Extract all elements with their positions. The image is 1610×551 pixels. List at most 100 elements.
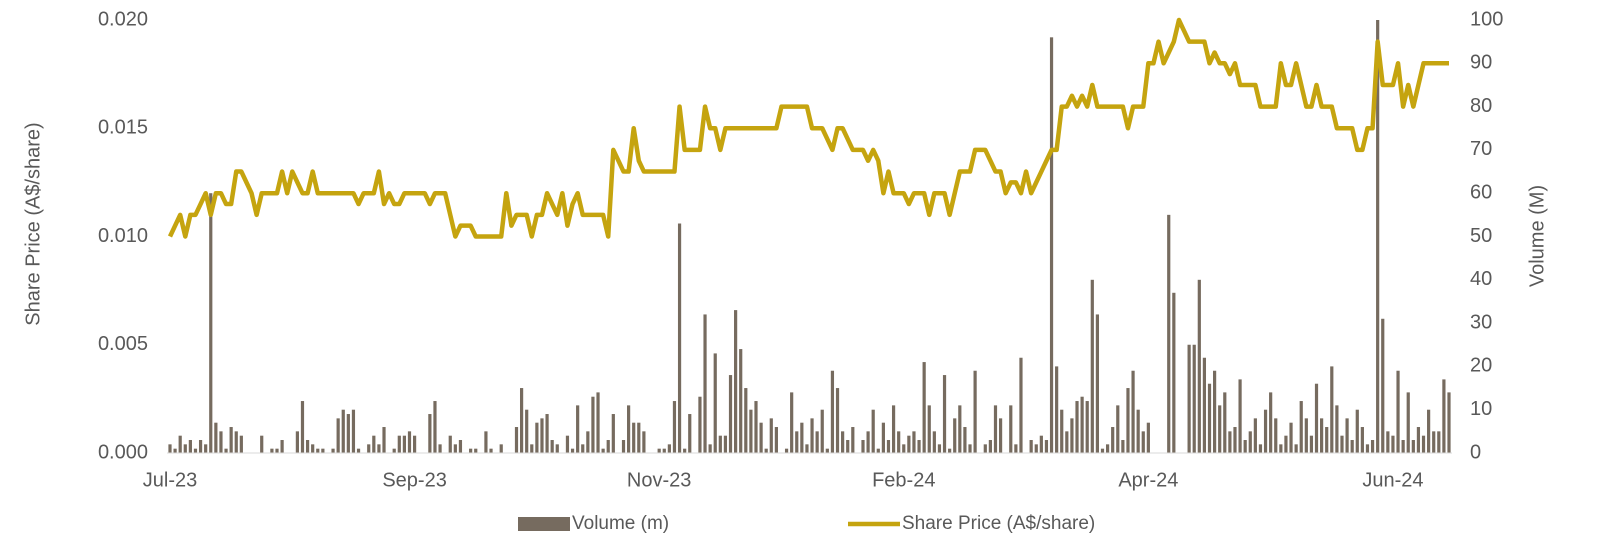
y2-tick-label: 70	[1470, 138, 1492, 160]
volume-bar	[173, 448, 177, 453]
volume-bar	[1146, 422, 1150, 453]
volume-bar	[1350, 440, 1354, 453]
volume-bar	[820, 409, 824, 453]
volume-bar	[183, 444, 187, 453]
volume-bar	[703, 314, 707, 453]
volume-bar	[810, 418, 814, 453]
volume-bar	[851, 427, 855, 453]
volume-bar	[1070, 418, 1074, 453]
volume-bar	[1065, 431, 1069, 453]
volume-bar	[769, 418, 773, 453]
volume-bar	[489, 448, 493, 453]
volume-bar	[1294, 444, 1298, 453]
volume-bar	[815, 431, 819, 453]
volume-bar	[596, 392, 600, 453]
volume-bar	[1411, 440, 1415, 453]
volume-bar	[683, 448, 687, 453]
volume-bar	[876, 448, 880, 453]
volume-bar	[912, 431, 916, 453]
volume-bar	[672, 401, 677, 453]
volume-bar	[627, 405, 631, 453]
volume-bar	[744, 388, 748, 453]
volume-bar	[1029, 440, 1033, 453]
y2-tick-label: 80	[1470, 95, 1492, 117]
volume-bar	[795, 431, 799, 453]
volume-bar	[1416, 427, 1421, 453]
volume-bar	[1131, 370, 1135, 453]
volume-bar	[1039, 435, 1043, 453]
volume-bar	[229, 427, 233, 453]
volume-bar	[280, 440, 284, 453]
y2-tick-label: 90	[1470, 52, 1492, 74]
y-tick-label: 0.020	[98, 8, 148, 30]
volume-bar	[178, 435, 182, 453]
y-tick-label: 0.005	[98, 333, 148, 355]
volume-bar	[346, 414, 350, 453]
volume-bar	[219, 431, 223, 453]
volume-bar	[1253, 418, 1257, 453]
volume-bar	[1309, 435, 1314, 453]
volume-bar	[545, 414, 549, 453]
volume-bar	[774, 427, 778, 453]
volume-bar	[204, 444, 208, 453]
volume-bar	[1238, 379, 1242, 453]
volume-bar	[1437, 431, 1441, 453]
volume-bar	[749, 409, 753, 453]
volume-bar	[973, 370, 977, 453]
volume-bar	[1401, 440, 1405, 453]
volume-bar	[341, 409, 345, 453]
volume-bar	[1075, 401, 1079, 453]
volume-bar	[474, 448, 478, 453]
y2-axis-title: Volume (M)	[1526, 185, 1548, 287]
volume-bar	[316, 448, 320, 453]
volume-bar	[198, 440, 203, 453]
volume-bar	[1243, 440, 1247, 453]
volume-bar	[168, 444, 172, 453]
volume-bar	[734, 310, 738, 453]
volume-bar	[1355, 409, 1359, 453]
volume-bar	[998, 418, 1003, 453]
volume-bar	[412, 435, 417, 453]
volume-bar	[1213, 370, 1217, 453]
volume-bar	[667, 444, 671, 453]
volume-bar	[1202, 357, 1207, 453]
legend-label: Share Price (A$/share)	[902, 513, 1095, 534]
volume-bar	[958, 405, 962, 453]
volume-bar	[1340, 435, 1344, 453]
y2-tick-label: 60	[1470, 181, 1492, 203]
volume-bar	[830, 370, 835, 453]
volume-bar	[1269, 392, 1273, 453]
volume-bar	[642, 431, 646, 453]
volume-bar	[1447, 392, 1451, 453]
volume-bar	[407, 431, 412, 453]
legend: Volume (m) Share Price (A$/share)	[518, 513, 1095, 534]
volume-bar	[1274, 418, 1278, 453]
volume-bar	[1141, 431, 1145, 453]
volume-bar	[1055, 366, 1059, 453]
volume-bar	[1421, 435, 1426, 453]
volume-bar	[234, 431, 238, 453]
y2-tick-label: 100	[1470, 8, 1503, 30]
volume-bar	[1391, 435, 1395, 453]
volume-bar	[1299, 401, 1303, 453]
volume-bar	[305, 440, 310, 453]
volume-bar	[662, 448, 666, 453]
volume-bar	[739, 349, 743, 453]
price-line	[167, 17, 1449, 239]
volume-bar	[356, 448, 361, 453]
volume-bar	[1172, 292, 1176, 453]
volume-bar	[321, 448, 325, 453]
volume-bar	[657, 448, 661, 453]
x-tick-label: Nov-23	[627, 469, 691, 491]
volume-bar	[881, 422, 885, 453]
volume-bar	[295, 431, 299, 453]
volume-bar	[1044, 440, 1049, 453]
volume-bar	[902, 444, 906, 453]
volume-bar	[367, 444, 371, 453]
volume-bar	[1427, 409, 1431, 453]
volume-bar	[351, 409, 356, 453]
volume-bar	[484, 431, 488, 453]
volume-bar	[1100, 448, 1105, 453]
volume-bar	[942, 375, 947, 453]
volume-bar	[193, 448, 198, 453]
